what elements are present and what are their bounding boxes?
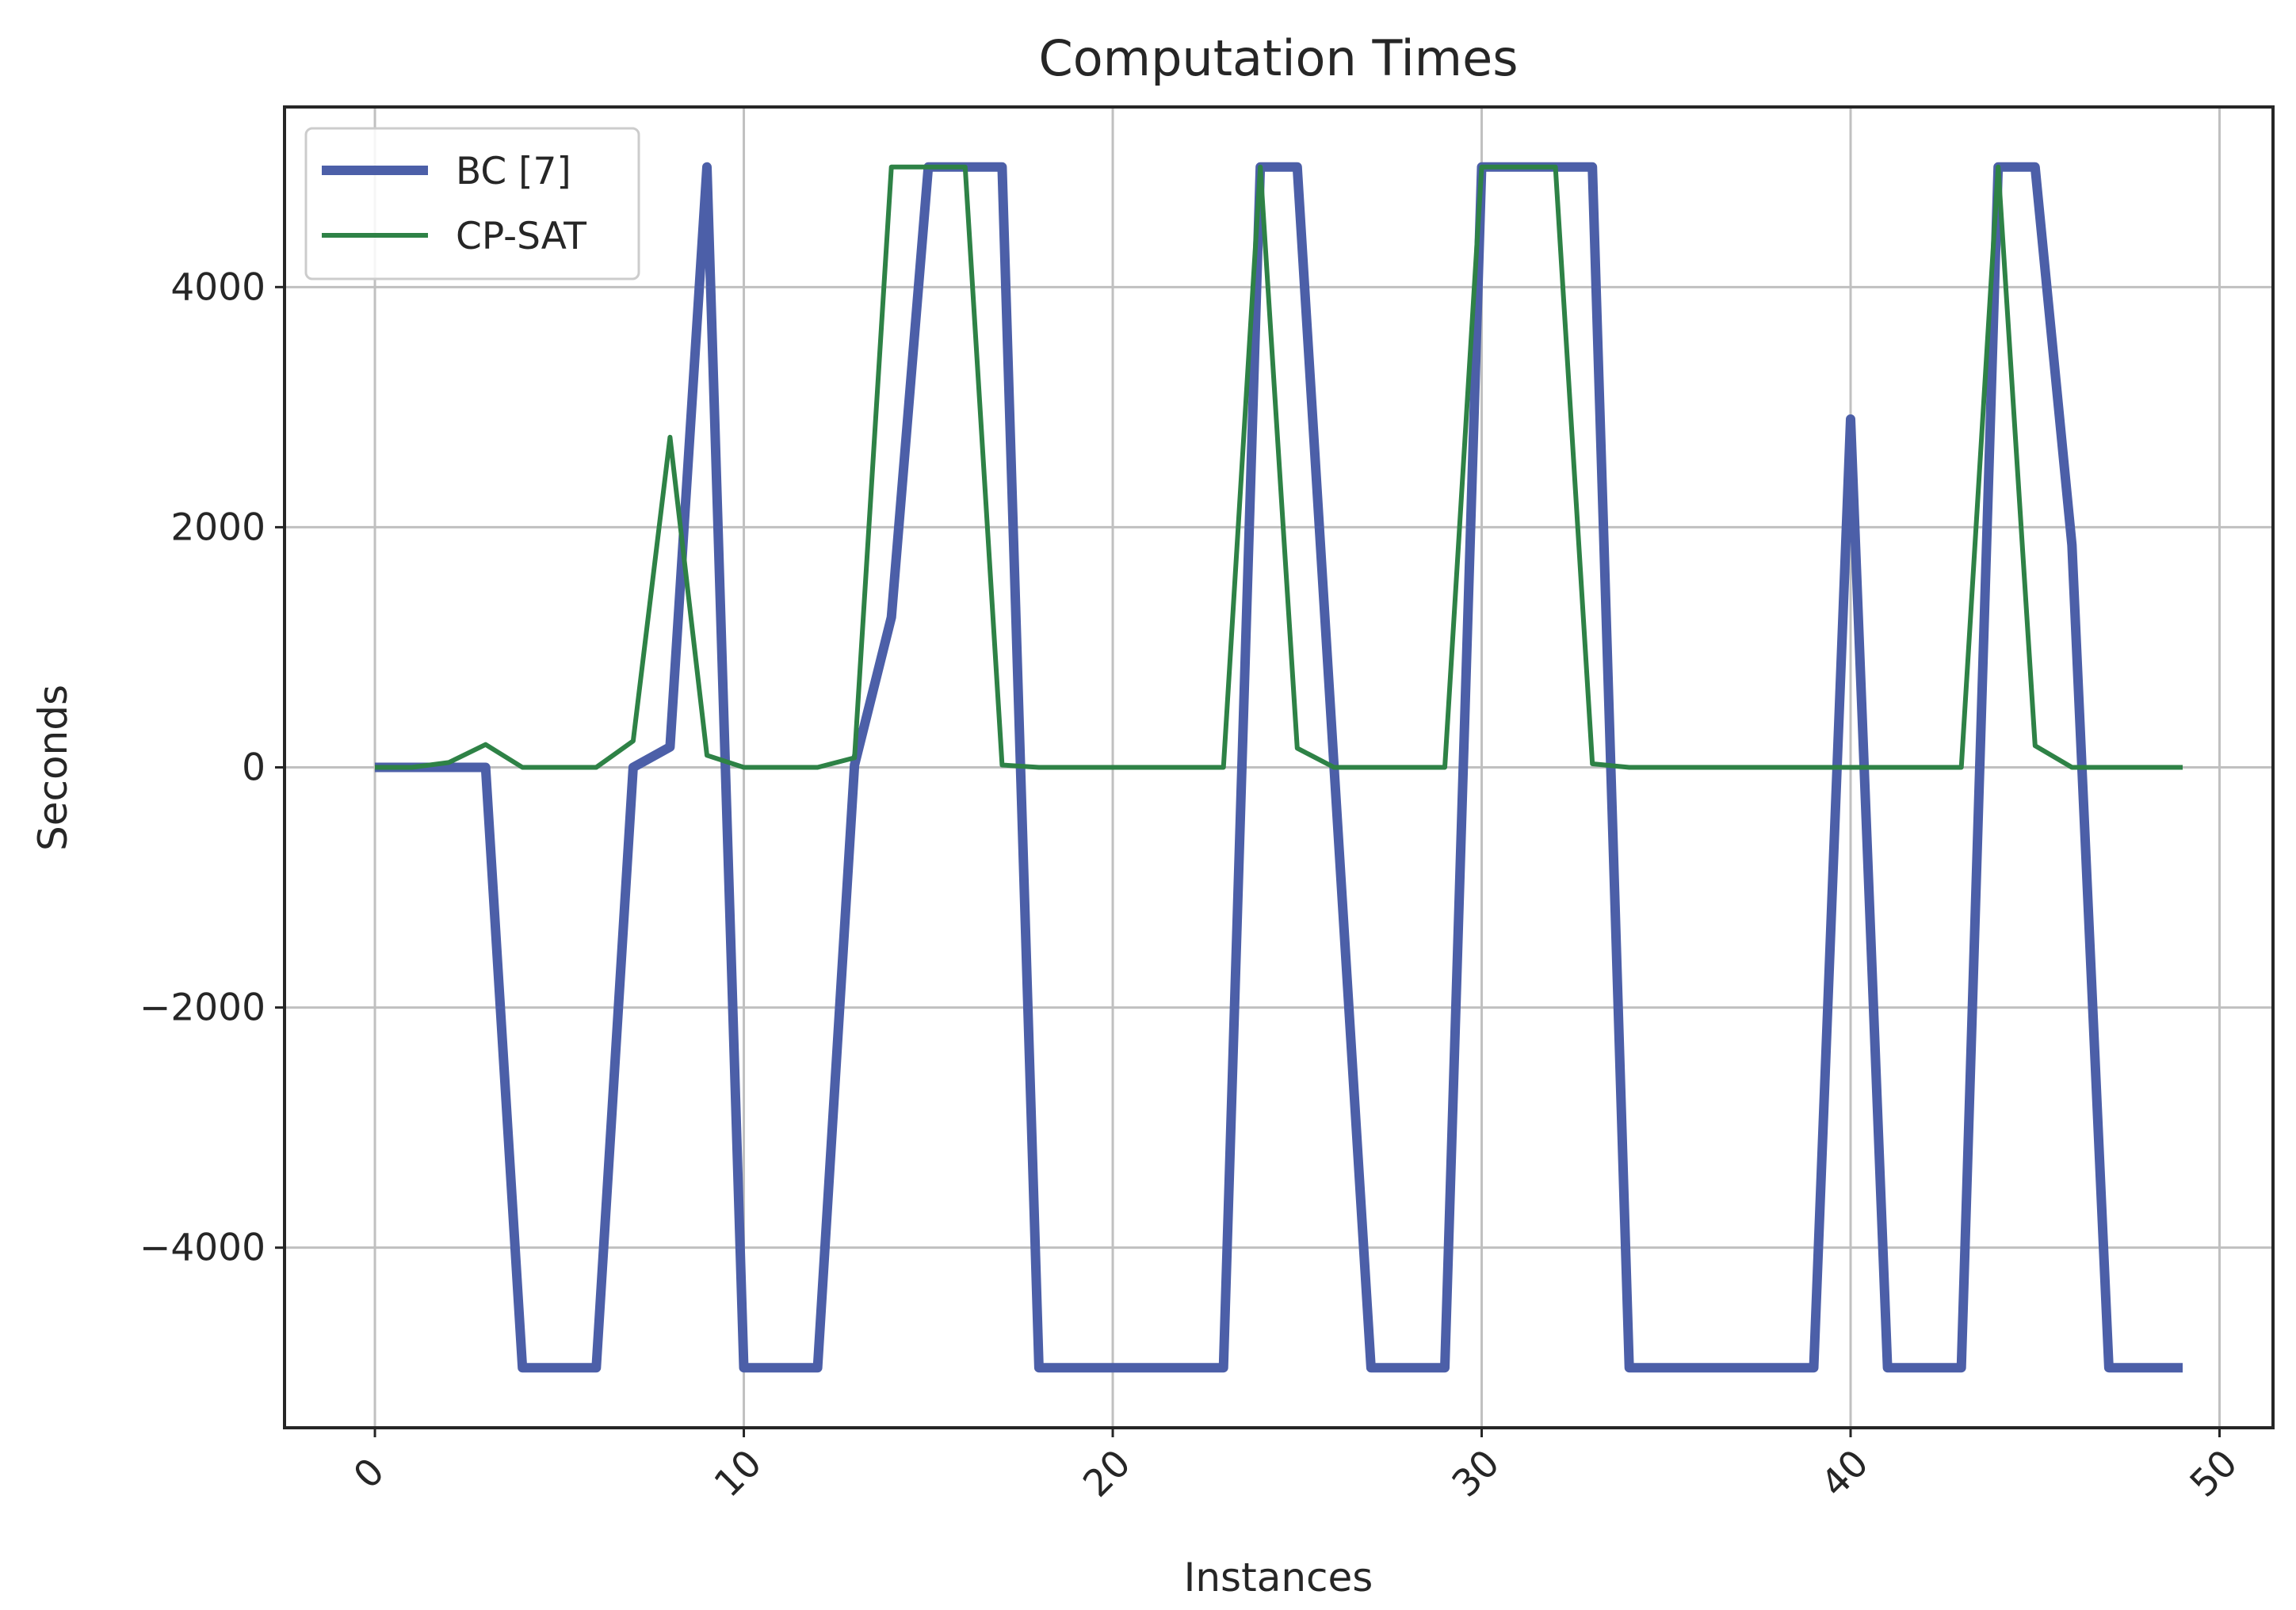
y-tick-label: 2000: [170, 506, 266, 549]
legend: BC [7] CP-SAT: [304, 127, 640, 280]
y-tick-label: 4000: [170, 265, 266, 309]
y-tick-label: −4000: [139, 1227, 266, 1270]
y-tick-label: −2000: [139, 986, 266, 1030]
series-line-2: [375, 164, 2183, 770]
series-line-1: [375, 162, 2183, 1373]
legend-label: BC [7]: [456, 150, 571, 193]
legend-label: CP-SAT: [456, 215, 586, 258]
series-layer: [375, 162, 2183, 1373]
y-axis-label: Seconds: [30, 685, 76, 851]
y-axis: −4000 −2000 0 2000 4000: [139, 265, 285, 1270]
y-tick-label: 0: [242, 746, 266, 790]
x-axis-label: Instances: [1184, 1555, 1373, 1600]
chart-title: Computation Times: [1038, 29, 1518, 87]
